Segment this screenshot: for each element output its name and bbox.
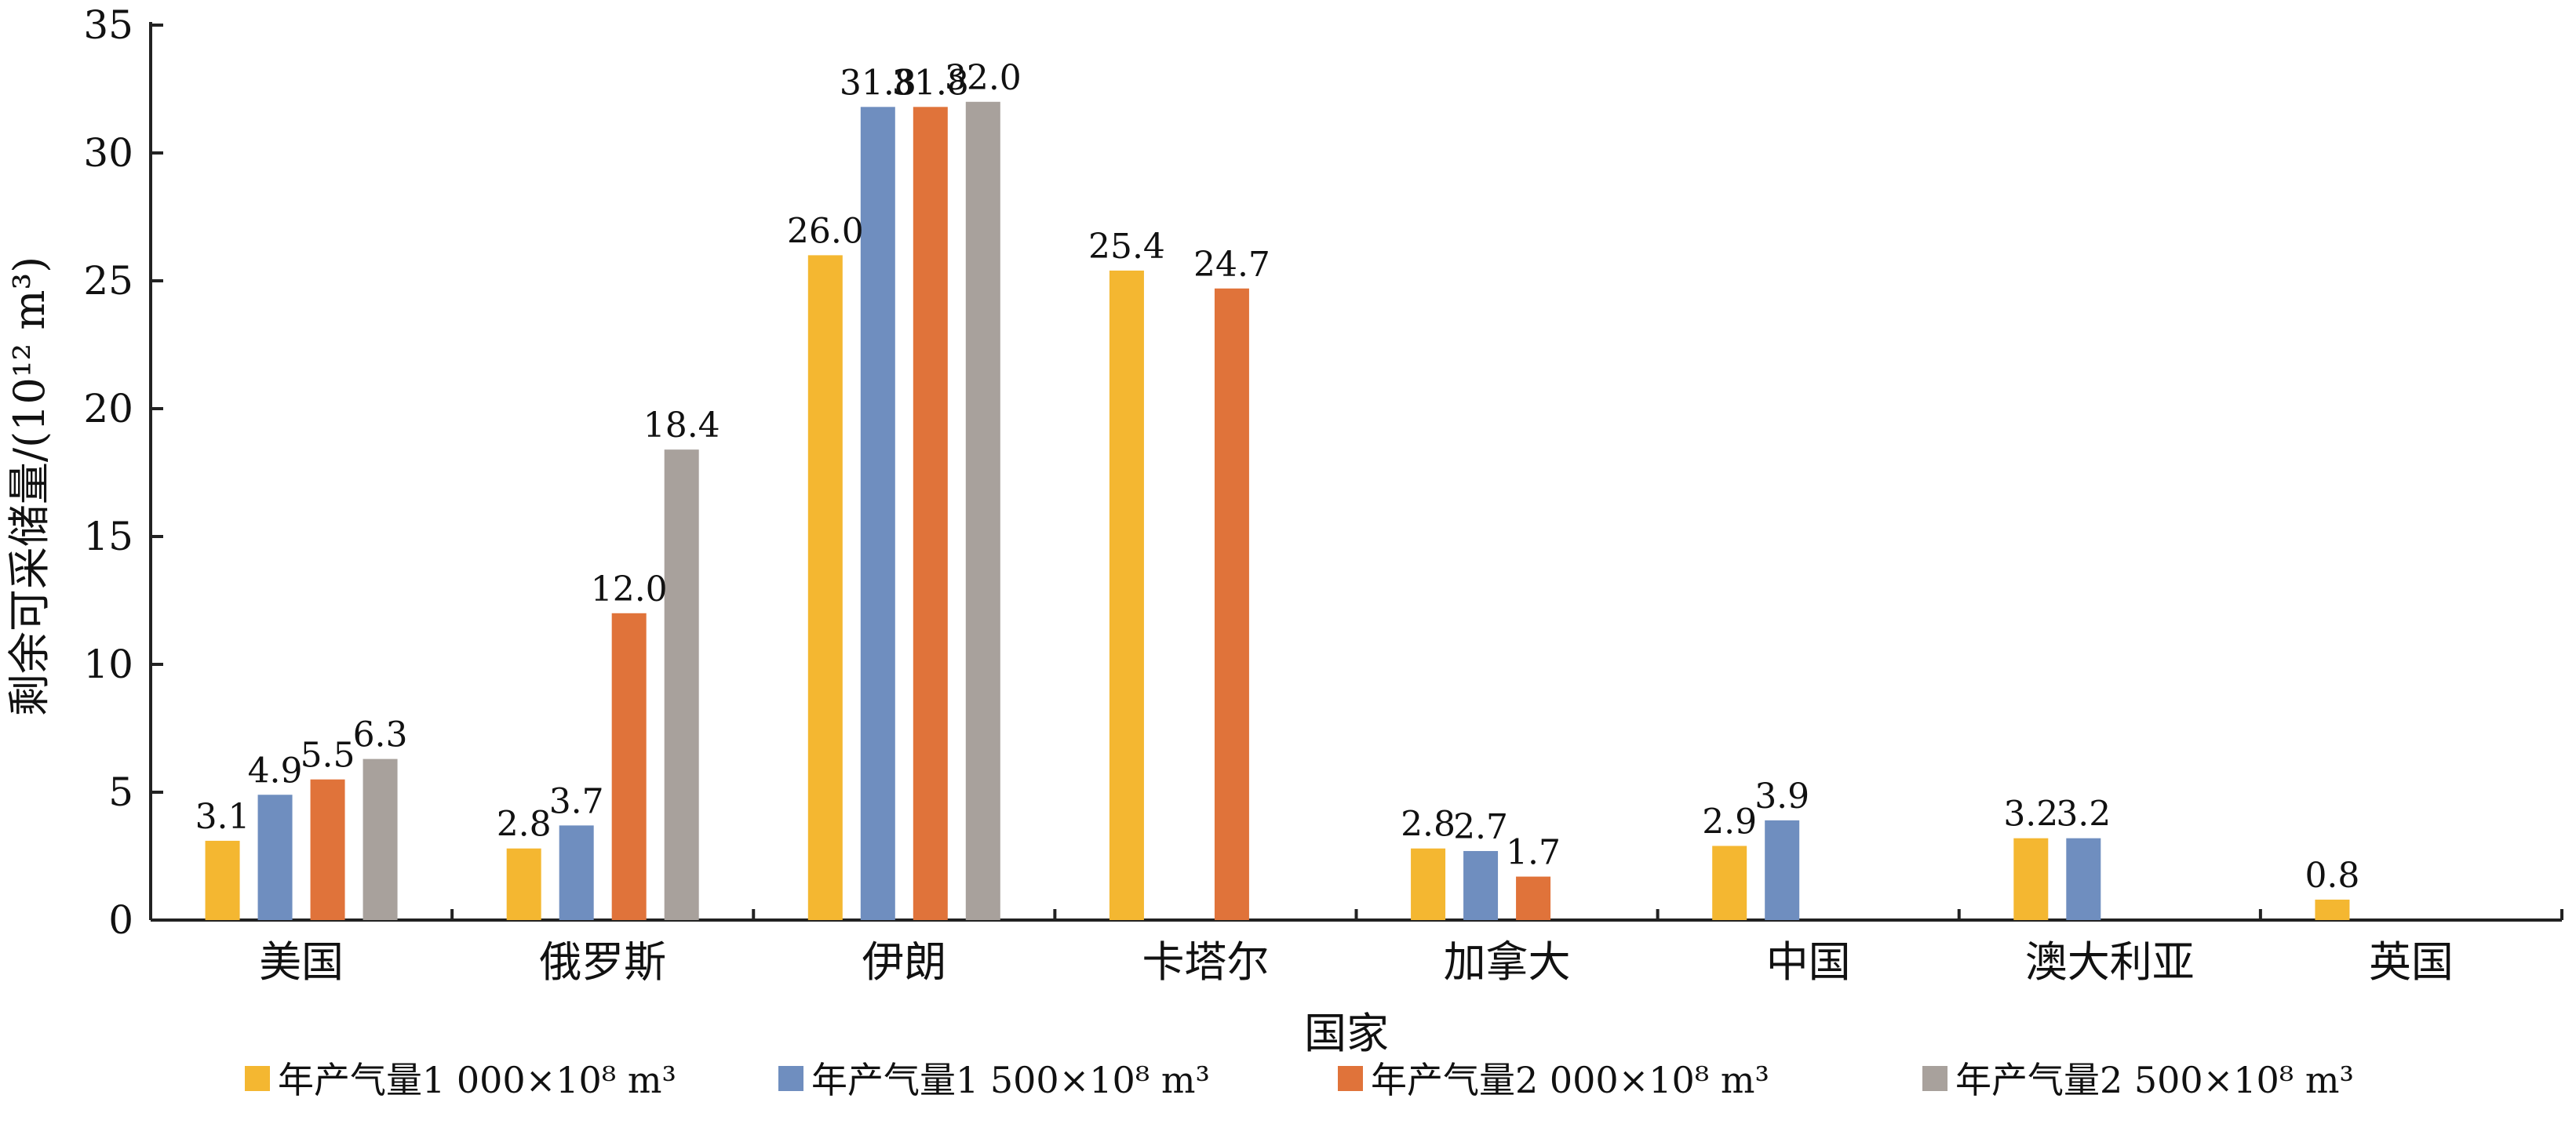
y-tick-label: 10: [83, 642, 133, 687]
bars: [205, 101, 2350, 921]
data-label: 12.0: [591, 569, 668, 609]
x-tick-label: 俄罗斯: [539, 937, 666, 987]
legend-swatch: [778, 1066, 803, 1091]
x-tick-label: 卡塔尔: [1142, 937, 1269, 987]
x-axis-title: 国家: [1304, 1009, 1389, 1058]
data-label: 3.1: [195, 797, 250, 837]
x-tick-label: 英国: [2369, 937, 2454, 987]
data-label: 5.5: [301, 736, 355, 776]
bar: [2066, 838, 2101, 920]
legend-label: 年产气量2 000×10⁸ m³: [1371, 1059, 1769, 1101]
bar: [363, 758, 398, 920]
bar: [1109, 270, 1144, 921]
bar: [205, 840, 240, 920]
data-label: 26.0: [787, 211, 864, 251]
bar: [1411, 848, 1446, 920]
data-label: 2.9: [1702, 802, 1757, 842]
legend-swatch: [245, 1066, 270, 1091]
bar: [310, 779, 345, 920]
bar: [1516, 876, 1551, 920]
y-tick-label: 30: [83, 130, 133, 176]
x-tick-label: 伊朗: [862, 937, 946, 987]
legend-swatch: [1922, 1066, 1947, 1091]
bar: [1712, 846, 1747, 920]
data-label: 31.8: [840, 63, 916, 103]
x-tick-label: 加拿大: [1444, 937, 1571, 987]
bar: [913, 107, 948, 920]
bar: [2013, 838, 2049, 920]
bar: [1765, 820, 1800, 920]
bar: [965, 101, 1000, 920]
y-tick-label: 15: [83, 514, 133, 559]
data-label: 3.2: [2003, 795, 2058, 835]
data-label: 3.2: [2056, 795, 2111, 835]
data-labels: 3.1 2.8 26.0 25.4 2.8 2.9 3.2 0.8 4.9 3.7 31.8 2.7 3…: [195, 58, 2360, 896]
bar: [611, 613, 647, 920]
data-label: 18.4: [643, 406, 720, 446]
axes: 0 5 10 15 20 25 30 35 美国 俄罗斯 伊朗 卡塔尔 加拿大 中国 澳大利亚 英国: [83, 2, 2563, 987]
bar: [807, 255, 843, 920]
data-label: 2.8: [497, 805, 552, 845]
x-tick-label: 美国: [259, 937, 344, 987]
legend-swatch: [1338, 1066, 1363, 1091]
bar: [506, 848, 541, 920]
data-label: 32.0: [945, 58, 1022, 98]
x-tick-label: 中国: [1766, 937, 1851, 987]
bar: [2315, 899, 2350, 920]
y-tick-label: 35: [83, 2, 133, 48]
data-label: 6.3: [353, 715, 408, 755]
bar: [1214, 288, 1249, 920]
data-label: 31.8: [892, 63, 969, 103]
legend-label: 年产气量1 000×10⁸ m³: [278, 1059, 676, 1101]
data-label: 3.7: [549, 781, 604, 821]
data-label: 2.7: [1453, 807, 1508, 847]
bar: [559, 825, 594, 920]
bar: [664, 449, 699, 920]
data-label: 4.9: [248, 751, 303, 791]
data-label: 24.7: [1193, 245, 1270, 285]
y-tick-label: 5: [108, 769, 133, 815]
data-label: 25.4: [1088, 227, 1165, 267]
legend-label: 年产气量1 500×10⁸ m³: [811, 1059, 1210, 1101]
data-label: 2.8: [1401, 805, 1456, 845]
y-tick-label: 20: [83, 386, 133, 431]
bar: [1463, 850, 1499, 920]
y-tick-label: 0: [108, 897, 133, 943]
bar: [860, 107, 895, 920]
y-tick-label: 25: [83, 258, 133, 304]
data-label: 1.7: [1506, 833, 1561, 873]
legend-label: 年产气量2 500×10⁸ m³: [1955, 1059, 2354, 1101]
legend: 年产气量1 000×10⁸ m³ 年产气量1 500×10⁸ m³ 年产气量2 00…: [245, 1059, 2354, 1101]
bar: [257, 795, 293, 920]
x-tick-label: 澳大利亚: [2025, 937, 2195, 987]
y-axis-title: 剩余可采储量/(10¹² m³): [5, 256, 54, 716]
data-label: 3.9: [1754, 777, 1809, 817]
data-label: 0.8: [2305, 856, 2359, 896]
